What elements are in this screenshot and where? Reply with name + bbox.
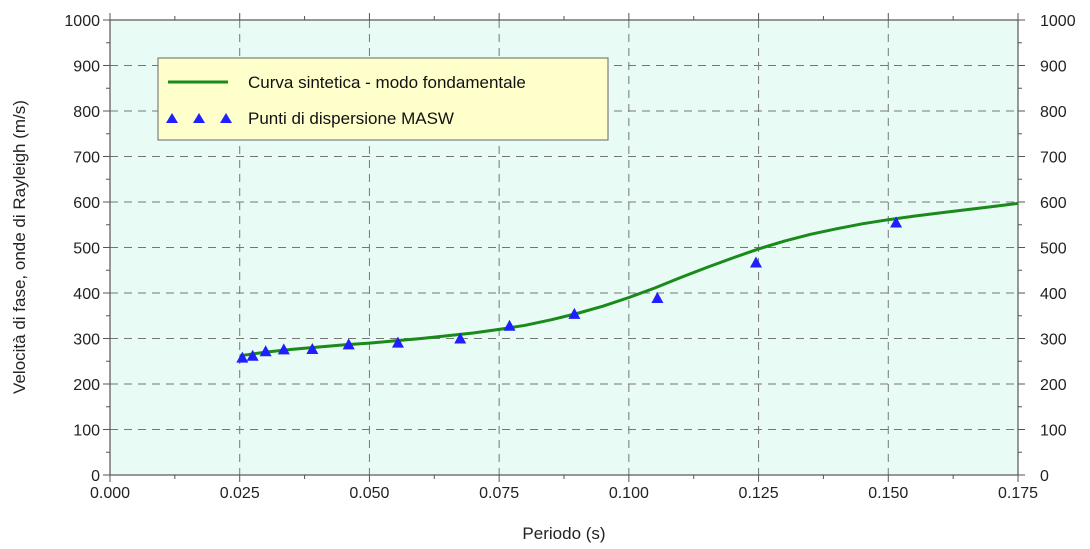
legend-box (157, 57, 609, 141)
y-tick-label-right: 100 (1040, 423, 1067, 440)
plot-frame (109, 19, 1019, 476)
y-axis-title: Velocità di fase, onde di Rayleigh (m/s) (10, 100, 29, 394)
y-tick-label-right: 600 (1040, 195, 1067, 212)
synthetic-curve-line (239, 201, 1019, 358)
x-tick-label: 0.100 (609, 485, 649, 502)
masw-dispersion-point (277, 343, 290, 355)
x-tick-label: 0.025 (220, 485, 260, 502)
y-tick-label-right: 0 (1040, 468, 1049, 485)
y-tick-label-right: 800 (1040, 104, 1067, 121)
masw-dispersion-point (890, 216, 903, 228)
series-layer (236, 201, 1019, 363)
x-tick-label: 0.075 (479, 485, 519, 502)
x-tick-label: 0.000 (90, 485, 130, 502)
y-tick-labels-right: 0 100 200 300 400 500 600 700 800 900 1000 (1040, 13, 1076, 485)
y-tick-label: 200 (73, 377, 100, 394)
y-tick-labels-left: 0 100 200 300 400 500 600 700 800 900 1000 (64, 13, 100, 485)
x-tick-label: 0.150 (868, 485, 908, 502)
y-tick-label: 100 (73, 423, 100, 440)
y-tick-label-right: 700 (1040, 150, 1067, 167)
legend-triangle-marker (193, 113, 205, 123)
y-tick-label: 0 (91, 468, 100, 485)
y-tick-label: 800 (73, 104, 100, 121)
y-tick-label-right: 500 (1040, 241, 1067, 258)
x-tick-label: 0.125 (739, 485, 779, 502)
masw-dispersion-point (342, 338, 355, 350)
y-tick-label: 400 (73, 286, 100, 303)
y-tick-label-right: 400 (1040, 286, 1067, 303)
y-tick-label: 300 (73, 332, 100, 349)
y-tick-label: 500 (73, 241, 100, 258)
y-tick-label-right: 1000 (1040, 13, 1076, 30)
masw-dispersion-point (568, 307, 581, 319)
legend-triangle-marker (220, 113, 232, 123)
masw-dispersion-point (749, 256, 762, 268)
y-tick-label: 600 (73, 195, 100, 212)
legend-label-synthetic-curve: Curva sintetica - modo fondamentale (248, 73, 526, 92)
ticks (103, 13, 1025, 482)
x-tick-label: 0.175 (998, 485, 1038, 502)
y-tick-label-right: 300 (1040, 332, 1067, 349)
masw-dispersion-point (236, 351, 249, 363)
x-axis-title: Periodo (s) (522, 524, 605, 543)
masw-dispersion-point (503, 319, 516, 331)
masw-dispersion-point (306, 342, 319, 354)
y-tick-label: 1000 (64, 13, 100, 30)
legend-label-masw-points: Punti di dispersione MASW (248, 109, 454, 128)
x-tick-labels: 0.000 0.025 0.050 0.075 0.100 0.125 0.150 0.175 (90, 485, 1038, 502)
masw-dispersion-point (259, 345, 272, 357)
y-tick-label-right: 900 (1040, 59, 1067, 76)
legend: Curva sintetica - modo fondamentale Punt… (157, 57, 609, 141)
masw-dispersion-point (454, 332, 467, 344)
masw-dispersion-point (246, 349, 259, 361)
y-tick-label: 700 (73, 150, 100, 167)
legend-triangle-marker (166, 113, 178, 123)
x-tick-label: 0.050 (349, 485, 389, 502)
masw-dispersion-point (391, 336, 404, 348)
y-tick-label: 900 (73, 59, 100, 76)
masw-dispersion-point (651, 292, 664, 304)
y-tick-label-right: 200 (1040, 377, 1067, 394)
